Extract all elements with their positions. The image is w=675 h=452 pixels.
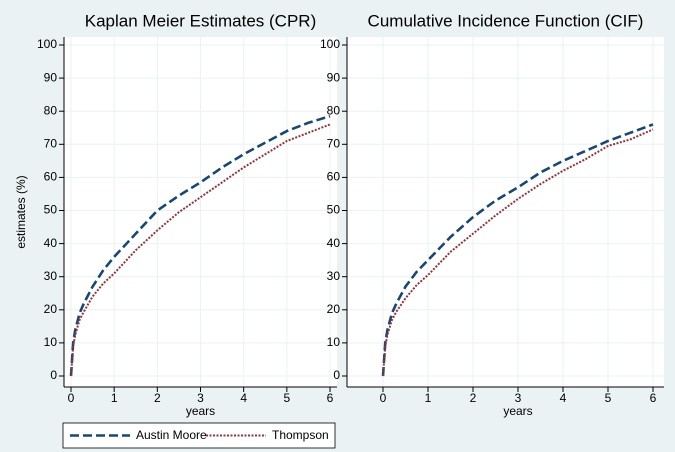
y-tick-label: 90 [44,70,58,84]
line [70,123,331,377]
chart-title: Kaplan Meier Estimates (CPR) [85,11,316,30]
line [381,123,654,377]
y-axis-label: estimates (%) [14,175,28,248]
y-tick-label: 10 [327,335,341,349]
x-tick-label: 1 [111,391,118,405]
y-tick-label: 20 [44,302,58,316]
legend-box [62,422,336,449]
x-tick-label: 4 [560,391,567,405]
x-tick-label: 1 [425,391,432,405]
x-tick-label: 3 [197,391,204,405]
y-tick-label: 80 [327,103,341,117]
x-tick-label: 2 [154,391,161,405]
y-tick-label: 50 [327,203,341,217]
y-tick-label: 40 [44,236,58,250]
y-tick-label: 50 [44,203,58,217]
chart-title: Cumulative Incidence Function (CIF) [368,11,644,30]
x-tick-label: 0 [380,391,387,405]
y-tick-label: 30 [327,269,341,283]
line [69,114,331,377]
y-tick-label: 60 [327,170,341,184]
y-tick-label: 30 [44,269,58,283]
y-tick-label: 70 [44,136,58,150]
y-tick-label: 60 [44,170,58,184]
y-tick-label: 40 [327,236,341,250]
legend-label: Austin Moore [136,428,207,442]
x-tick-label: 3 [515,391,522,405]
x-axis-label: years [503,404,532,418]
y-tick-label: 80 [44,103,58,117]
legend-label: Thompson [272,428,329,442]
x-tick-label: 5 [605,391,612,405]
x-tick-label: 6 [650,391,657,405]
plot-area [347,37,664,387]
y-tick-label: 0 [333,368,340,382]
y-tick-label: 100 [320,37,340,51]
y-tick-label: 70 [327,136,341,150]
x-axis-label: years [186,404,215,418]
x-tick-label: 0 [68,391,75,405]
x-tick-label: 2 [470,391,477,405]
y-tick-label: 90 [327,70,341,84]
y-tick-label: 10 [44,335,58,349]
x-tick-label: 6 [327,391,334,405]
x-tick-label: 4 [240,391,247,405]
y-tick-label: 20 [327,302,341,316]
y-tick-label: 100 [37,37,57,51]
line [382,128,654,377]
x-tick-label: 5 [283,391,290,405]
y-tick-label: 0 [50,368,57,382]
